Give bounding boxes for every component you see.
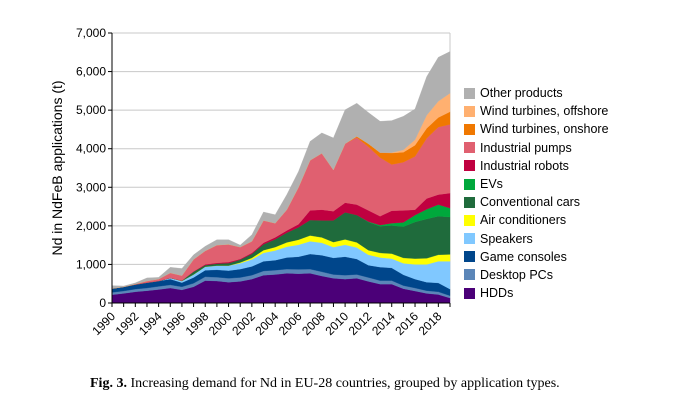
y-tick-label: 0 xyxy=(99,296,106,310)
legend-label: Speakers xyxy=(480,231,533,246)
x-tick-label: 1992 xyxy=(113,309,142,338)
legend-swatch xyxy=(464,214,475,226)
legend-swatch xyxy=(464,160,475,172)
x-tick-label: 2012 xyxy=(346,309,375,338)
y-tick-label: 1,000 xyxy=(76,257,106,271)
legend-label: Desktop PCs xyxy=(480,267,553,282)
legend-swatch xyxy=(464,142,475,154)
x-tick-label: 1990 xyxy=(89,309,118,338)
legend-label: Industrial pumps xyxy=(480,140,572,155)
legend-item: HDDs xyxy=(464,284,609,302)
legend-item: Industrial pumps xyxy=(464,139,609,157)
legend-item: Other products xyxy=(464,84,609,102)
legend-label: Air conditioners xyxy=(480,213,567,228)
legend-swatch xyxy=(464,233,475,245)
legend-label: Other products xyxy=(480,86,563,101)
legend-label: HDDs xyxy=(480,286,514,301)
legend-swatch xyxy=(464,251,475,263)
axes xyxy=(108,32,451,307)
legend-label: EVs xyxy=(480,177,503,192)
legend: Other products Wind turbines, offshore Win… xyxy=(464,84,609,302)
x-tick-label: 2002 xyxy=(229,309,258,338)
legend-item: Air conditioners xyxy=(464,211,609,229)
area-other-products xyxy=(111,51,451,289)
caption-label: Fig. 3. xyxy=(90,376,127,391)
legend-item: Industrial robots xyxy=(464,157,609,175)
area-series xyxy=(111,51,451,304)
x-tick-label: 2006 xyxy=(276,309,305,338)
legend-item: EVs xyxy=(464,175,609,193)
y-tick-label: 7,000 xyxy=(76,26,106,40)
x-tick-label: 2010 xyxy=(322,309,351,338)
legend-label: Wind turbines, offshore xyxy=(480,104,609,119)
legend-item: Game consoles xyxy=(464,248,609,266)
legend-label: Game consoles xyxy=(480,249,567,264)
legend-item: Wind turbines, offshore xyxy=(464,102,609,120)
legend-swatch xyxy=(464,123,475,135)
y-tick-label: 2,000 xyxy=(76,219,106,233)
legend-label: Industrial robots xyxy=(480,158,569,173)
y-axis-label: Nd in NdFeB applications (t) xyxy=(49,80,65,255)
legend-item: Speakers xyxy=(464,230,609,248)
x-tick-label: 1994 xyxy=(136,309,165,338)
legend-swatch xyxy=(464,287,475,299)
y-tick-labels: 0 1,000 2,000 3,000 4,000 5,000 6,000 7,000 xyxy=(76,26,106,310)
legend-swatch xyxy=(464,269,475,281)
x-tick-label: 2016 xyxy=(392,309,421,338)
legend-swatch xyxy=(464,178,475,190)
x-tick-label: 2000 xyxy=(206,309,235,338)
y-tick-label: 5,000 xyxy=(76,103,106,117)
x-tick-label: 1996 xyxy=(159,309,188,338)
x-tick-label: 2014 xyxy=(369,309,398,338)
x-tick-label: 2004 xyxy=(253,309,282,338)
figure-caption: Fig. 3. Increasing demand for Nd in EU-2… xyxy=(90,376,560,392)
legend-item: Desktop PCs xyxy=(464,266,609,284)
x-tick-labels: 1990199219941996199820002002200420062008… xyxy=(89,309,444,338)
stacked-area-chart: 0 1,000 2,000 3,000 4,000 5,000 6,000 7,000 199… xyxy=(49,26,451,338)
y-tick-label: 4,000 xyxy=(76,142,106,156)
legend-label: Wind turbines, onshore xyxy=(480,122,609,137)
caption-text: Increasing demand for Nd in EU-28 countr… xyxy=(130,376,560,391)
legend-swatch xyxy=(464,196,475,208)
gridlines xyxy=(112,32,451,303)
legend-swatch xyxy=(464,87,475,99)
legend-item: Wind turbines, onshore xyxy=(464,120,609,138)
y-tick-label: 3,000 xyxy=(76,180,106,194)
x-tick-label: 1998 xyxy=(183,309,212,338)
y-tick-label: 6,000 xyxy=(76,65,106,79)
x-tick-label: 2008 xyxy=(299,309,328,338)
legend-item: Conventional cars xyxy=(464,193,609,211)
legend-swatch xyxy=(464,105,475,117)
legend-label: Conventional cars xyxy=(480,195,581,210)
x-tick-label: 2018 xyxy=(416,309,445,338)
